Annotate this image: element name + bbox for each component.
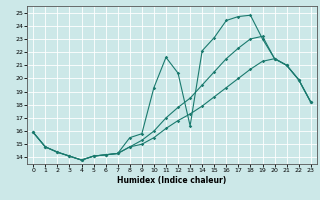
X-axis label: Humidex (Indice chaleur): Humidex (Indice chaleur) <box>117 176 227 185</box>
